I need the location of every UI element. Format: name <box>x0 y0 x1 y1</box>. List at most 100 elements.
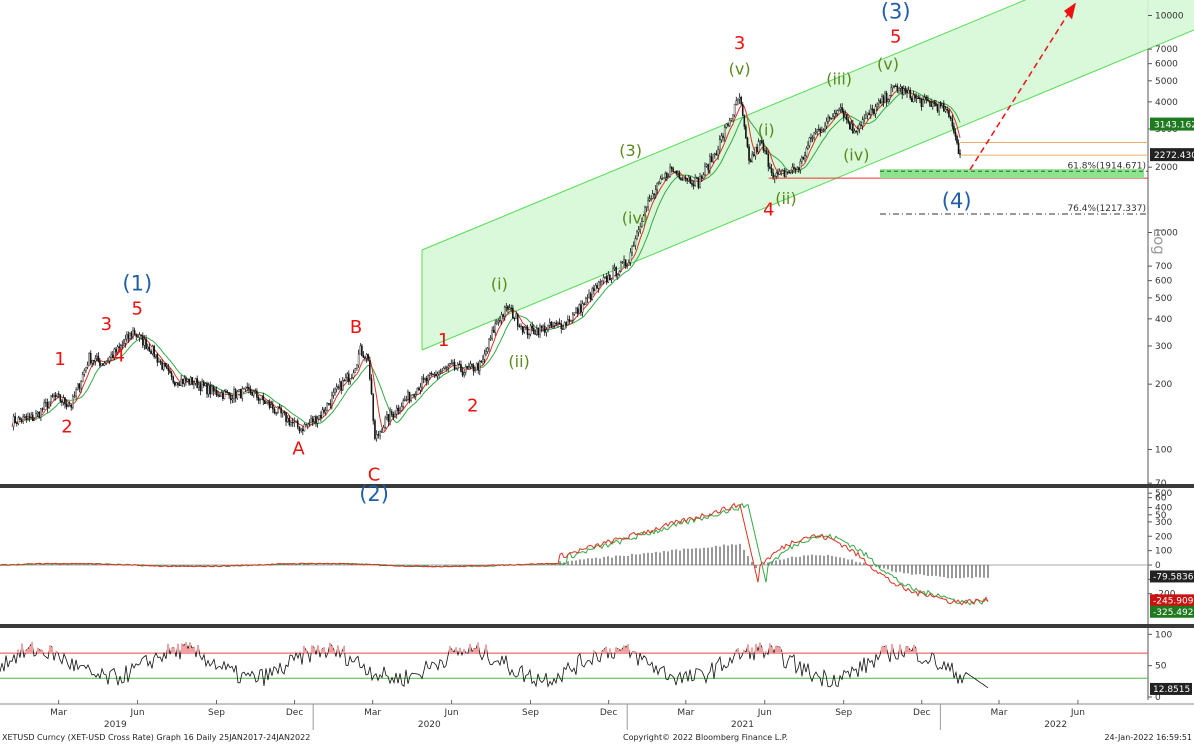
price-candle-body <box>560 323 563 330</box>
y-tick-label: 300 <box>1155 342 1172 352</box>
price-candle-body <box>96 355 98 359</box>
price-candle-body <box>430 372 433 375</box>
price-candle-body <box>730 118 733 121</box>
price-candle-body <box>516 313 519 327</box>
price-candle-body <box>788 172 790 174</box>
price-candle-body <box>170 372 173 377</box>
price-candle-body <box>699 176 701 188</box>
y-tick-label: 50 <box>1155 511 1167 521</box>
price-candle-body <box>756 146 758 153</box>
price-candle-body <box>338 381 341 388</box>
price-candle-body <box>49 395 52 403</box>
price-candle-body <box>885 92 888 103</box>
price-candle-body <box>408 391 411 401</box>
price-candle-body <box>710 156 713 163</box>
price-candle-body <box>344 377 347 381</box>
price-candle-body <box>920 98 923 107</box>
x-tick-label: Dec <box>600 708 617 718</box>
wave-label: (iii) <box>826 70 852 89</box>
price-candle-body <box>199 384 202 391</box>
price-candle-body <box>169 370 171 374</box>
price-candle-body <box>212 386 215 392</box>
price-candle-body <box>12 416 15 427</box>
price-candle-body <box>896 85 899 91</box>
price-candle-body <box>468 366 470 368</box>
price-candle-body <box>956 136 958 144</box>
price-candle-body <box>400 406 403 411</box>
price-candle-body <box>939 102 942 107</box>
wave-label: 5 <box>890 27 901 48</box>
price-candle-body <box>220 392 223 397</box>
price-candle-body <box>450 363 453 365</box>
price-candle-body <box>825 121 828 127</box>
price-candle-body <box>645 206 648 208</box>
target-zone-box <box>880 169 1144 179</box>
price-candle-body <box>621 261 624 263</box>
price-candle-body <box>30 414 32 418</box>
price-candle-body <box>588 293 590 298</box>
price-candle-body <box>808 137 811 146</box>
price-candle-body <box>672 168 674 173</box>
price-candle-body <box>613 267 616 270</box>
price-candle-body <box>183 378 186 384</box>
wave-channel <box>422 0 1194 350</box>
price-candle-body <box>361 345 363 356</box>
price-candle-body <box>272 404 274 410</box>
price-candle-body <box>505 305 508 308</box>
price-candle-body <box>953 125 955 133</box>
price-candle-body <box>697 177 700 188</box>
price-candle-body <box>713 153 716 155</box>
price-candle-body <box>241 388 244 399</box>
price-candle-body <box>285 412 287 422</box>
footer-security-info: XETUSD Curncy (XET-USD Cross Rate) Graph… <box>2 733 311 742</box>
price-candle-body <box>248 386 250 390</box>
price-candle-body <box>404 399 406 402</box>
price-candle-body <box>45 401 47 404</box>
price-candle-body <box>103 363 106 366</box>
price-candle-body <box>890 87 892 96</box>
price-candle-body <box>196 378 198 388</box>
price-candle-body <box>110 354 112 358</box>
price-candle-body <box>202 381 205 386</box>
price-candle-body <box>264 400 266 405</box>
price-candle-body <box>503 307 506 317</box>
price-candle-body <box>315 416 317 424</box>
price-candle-body <box>612 268 614 280</box>
price-candle-body <box>474 369 476 372</box>
price-candle-body <box>368 360 371 380</box>
price-candle-body <box>593 288 595 292</box>
price-candle-body <box>616 274 619 277</box>
price-candle-body <box>871 108 874 110</box>
price-candle-body <box>558 322 561 325</box>
x-tick-label: Dec <box>286 708 303 718</box>
price-candle-body <box>489 337 492 340</box>
price-candle-body <box>770 168 773 173</box>
price-candle-body <box>486 347 489 352</box>
price-candle-body <box>273 408 276 413</box>
price-candle-body <box>949 116 952 120</box>
price-candle-body <box>741 103 744 116</box>
price-candle-body <box>632 245 635 247</box>
price-candle-body <box>507 305 509 310</box>
price-candle-body <box>529 325 532 335</box>
price-candle-body <box>767 154 770 167</box>
x-tick-label: Sep <box>835 708 852 718</box>
price-candle-body <box>704 166 706 175</box>
wave-label: (i) <box>758 120 775 139</box>
x-year-label: 2022 <box>1044 720 1067 730</box>
price-candle-body <box>575 308 577 313</box>
price-candle-body <box>594 285 597 292</box>
price-candle-body <box>675 171 678 175</box>
price-candle-body <box>510 307 513 309</box>
price-candle-body <box>781 170 784 172</box>
price-candle-body <box>335 386 338 390</box>
price-candle-body <box>469 363 472 367</box>
price-candle-body <box>209 385 212 395</box>
price-candle-body <box>813 132 815 138</box>
price-candle-body <box>615 267 617 277</box>
price-candle-body <box>555 322 558 325</box>
price-candle-body <box>531 325 533 329</box>
price-candle-body <box>927 98 929 102</box>
price-candle-body <box>81 374 84 382</box>
osc-tick-label: 300 <box>1155 518 1172 528</box>
